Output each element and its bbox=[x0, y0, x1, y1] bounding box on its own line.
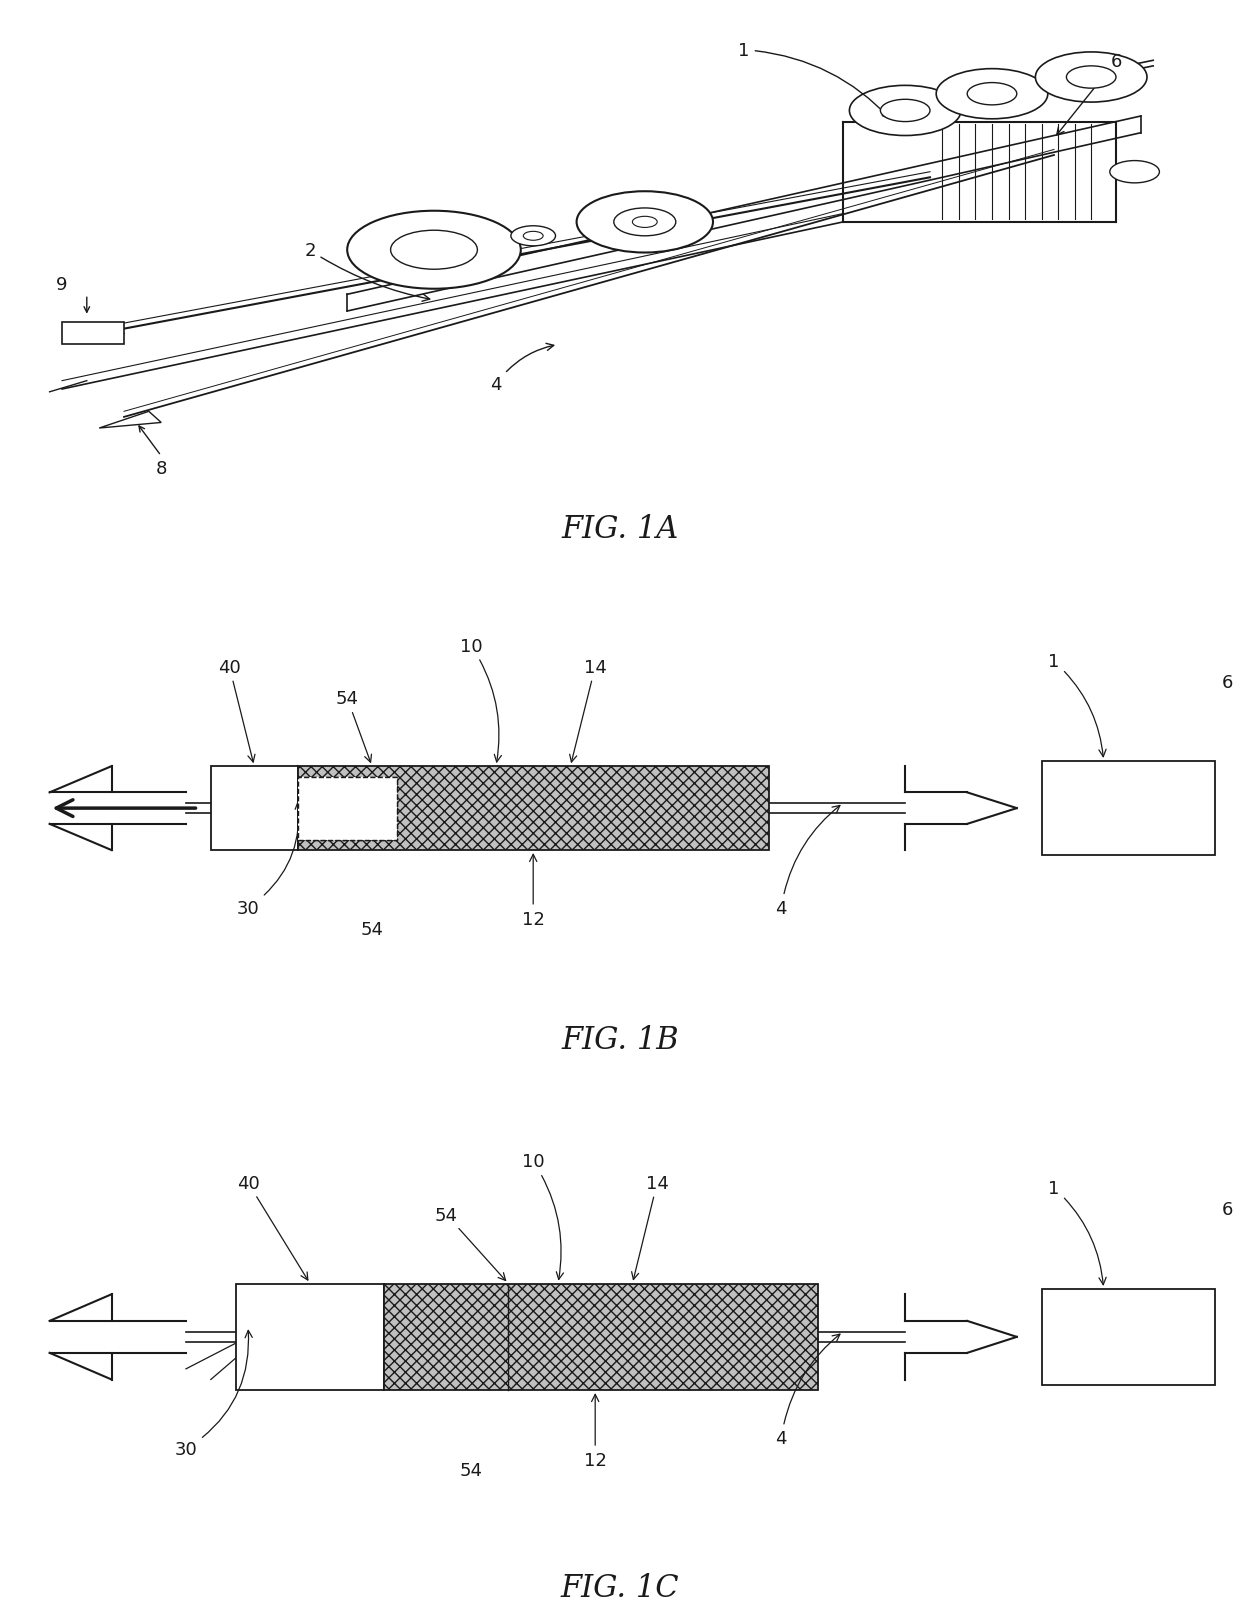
Circle shape bbox=[1110, 161, 1159, 184]
Text: 14: 14 bbox=[631, 1173, 668, 1280]
Circle shape bbox=[511, 226, 556, 247]
Circle shape bbox=[880, 100, 930, 123]
Text: 54: 54 bbox=[435, 1206, 506, 1280]
Circle shape bbox=[347, 211, 521, 289]
Text: 12: 12 bbox=[584, 1394, 606, 1469]
Text: 12: 12 bbox=[522, 855, 544, 928]
Circle shape bbox=[1066, 66, 1116, 89]
Bar bbox=[298, 778, 397, 839]
Circle shape bbox=[849, 86, 961, 137]
Bar bbox=[62, 323, 124, 345]
Circle shape bbox=[577, 192, 713, 253]
Circle shape bbox=[614, 208, 676, 237]
Circle shape bbox=[523, 232, 543, 240]
Circle shape bbox=[391, 231, 477, 270]
Text: 1: 1 bbox=[1048, 1180, 1106, 1285]
Text: FIG. 1A: FIG. 1A bbox=[562, 513, 678, 544]
Text: 40: 40 bbox=[237, 1173, 308, 1280]
Polygon shape bbox=[99, 412, 161, 429]
Circle shape bbox=[936, 69, 1048, 119]
Text: FIG. 1C: FIG. 1C bbox=[560, 1572, 680, 1603]
Bar bbox=[1042, 762, 1215, 855]
Bar bbox=[1042, 1290, 1215, 1385]
Text: 4: 4 bbox=[490, 344, 554, 394]
Text: 4: 4 bbox=[775, 1335, 839, 1448]
Text: 1: 1 bbox=[1048, 654, 1106, 757]
Text: 4: 4 bbox=[775, 805, 839, 917]
Circle shape bbox=[632, 218, 657, 228]
Text: 1: 1 bbox=[738, 42, 890, 119]
Circle shape bbox=[967, 84, 1017, 107]
Text: 6: 6 bbox=[1221, 675, 1234, 692]
Bar bbox=[236, 1283, 384, 1390]
Text: 54: 54 bbox=[336, 689, 372, 763]
Text: 40: 40 bbox=[218, 659, 255, 762]
Text: 6: 6 bbox=[1221, 1201, 1234, 1219]
Circle shape bbox=[1035, 53, 1147, 103]
Text: 8: 8 bbox=[155, 460, 167, 478]
Text: 6: 6 bbox=[1056, 53, 1122, 136]
Text: 54: 54 bbox=[361, 920, 383, 938]
Bar bbox=[384, 1283, 818, 1390]
Text: FIG. 1B: FIG. 1B bbox=[562, 1023, 678, 1056]
Text: 10: 10 bbox=[522, 1152, 563, 1280]
Bar bbox=[298, 778, 397, 839]
Bar bbox=[298, 767, 769, 851]
Text: 30: 30 bbox=[175, 1330, 252, 1457]
Bar bbox=[211, 767, 298, 851]
Bar bbox=[298, 778, 397, 839]
Text: 14: 14 bbox=[569, 659, 606, 762]
Text: 30: 30 bbox=[237, 802, 303, 917]
Bar bbox=[298, 778, 397, 839]
Text: 54: 54 bbox=[460, 1462, 482, 1480]
Text: 9: 9 bbox=[56, 276, 68, 294]
Text: 2: 2 bbox=[304, 242, 430, 302]
Text: 10: 10 bbox=[460, 638, 501, 762]
